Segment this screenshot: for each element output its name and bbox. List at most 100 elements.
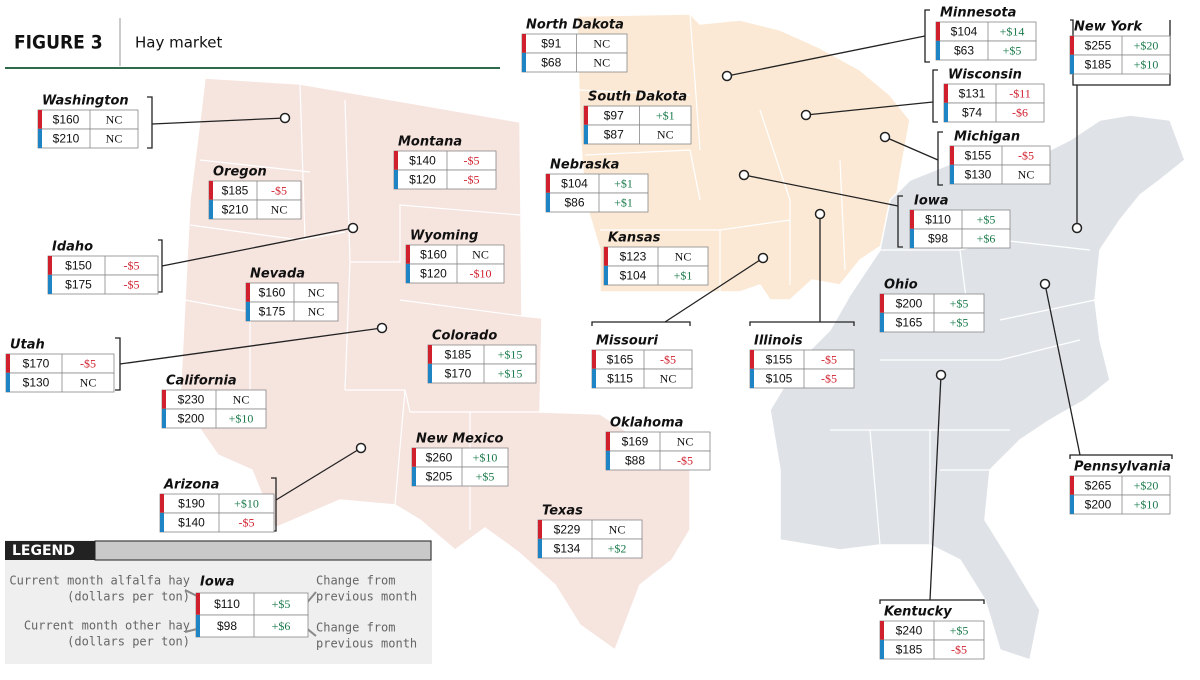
change: NC: [271, 202, 288, 216]
price: $155: [766, 353, 793, 367]
state-name: California: [166, 374, 237, 389]
state-box: Oklahoma $169 NC $88 -$5: [605, 416, 711, 471]
state-name: Idaho: [52, 240, 93, 255]
price: $175: [259, 305, 286, 319]
price: $150: [65, 259, 92, 273]
change: +$20: [1134, 478, 1159, 492]
change: +$1: [614, 195, 633, 209]
row-bg: [521, 33, 628, 54]
state-dot: [721, 70, 733, 82]
legend: LEGEND Iowa Current month alfalfa hay (d…: [5, 540, 432, 664]
state-name: Pennsylvania: [1074, 460, 1171, 475]
connector: [115, 337, 121, 391]
alfalfa-bar: [209, 181, 213, 200]
other-hay-bar: [196, 615, 200, 637]
price: $160: [259, 286, 286, 300]
state-box: Washington $160 NC $210 NC: [37, 94, 291, 149]
price: $255: [1085, 39, 1112, 53]
legend-note: Current month alfalfa hay: [9, 574, 190, 588]
alfalfa-bar: [604, 247, 608, 266]
alfalfa-bar: [1070, 476, 1074, 495]
connector: [158, 239, 163, 293]
connector: [275, 447, 362, 501]
change: NC: [593, 55, 610, 69]
other-hay-bar: [246, 302, 250, 321]
price: $134: [554, 542, 581, 556]
legend-note: previous month: [316, 590, 417, 604]
change: NC: [472, 247, 489, 261]
change: +$10: [473, 450, 498, 464]
change: +$2: [608, 541, 627, 555]
legend-note: Change from: [316, 621, 395, 635]
alfalfa-bar: [48, 256, 52, 275]
change: -$5: [239, 515, 255, 529]
change: -$5: [80, 356, 96, 370]
state-name: Arizona: [163, 478, 219, 493]
state-name: Oklahoma: [610, 416, 683, 431]
price: $110: [214, 597, 240, 611]
change: -$11: [1009, 86, 1031, 100]
state-name: Kansas: [608, 231, 661, 246]
change: +$1: [656, 108, 675, 122]
state-name: North Dakota: [526, 18, 624, 33]
price: $130: [965, 168, 992, 182]
other-hay-bar: [522, 53, 526, 72]
alfalfa-bar: [428, 345, 432, 364]
state-box: Illinois $155 -$5 $105 -$5: [749, 208, 855, 389]
state-box: Ohio $200 +$5 $165 +$5: [879, 278, 985, 333]
alfalfa-bar: [162, 390, 166, 409]
state-box: North Dakota $91 NC $68 NC: [521, 18, 628, 73]
alfalfa-bar: [936, 22, 940, 41]
state-box: Arizona $190 +$10 $140 -$5: [159, 442, 367, 533]
price: $200: [178, 412, 205, 426]
change: +$6: [977, 231, 996, 245]
price: $165: [607, 353, 634, 367]
legend-note: Change from: [316, 574, 395, 588]
state-name: Washington: [42, 94, 129, 109]
east-region: [769, 114, 1186, 661]
price: $160: [53, 113, 80, 127]
state-box: Montana $140 -$5 $120 -$5: [393, 135, 497, 190]
price: $200: [896, 297, 923, 311]
price: $115: [607, 372, 633, 386]
alfalfa-bar: [606, 432, 610, 451]
change: NC: [660, 371, 677, 385]
other-hay-bar: [209, 200, 213, 219]
other-hay-bar: [606, 451, 610, 470]
price: $87: [604, 128, 624, 142]
price: $265: [1085, 479, 1112, 493]
state-name: Oregon: [213, 165, 267, 180]
state-name: New York: [1074, 20, 1143, 35]
state-dot: [347, 222, 359, 234]
change: +$5: [950, 623, 969, 637]
state-boxes: North Dakota $91 NC $68 NC Minnesota $104 +$14 $…: [5, 6, 1173, 660]
change: NC: [106, 112, 123, 126]
row-bg: [605, 450, 711, 471]
price: $240: [896, 624, 923, 638]
price: $63: [954, 44, 974, 58]
state-box: Michigan $155 -$5 $130 NC: [879, 130, 1051, 186]
change: +$15: [498, 347, 523, 361]
change: NC: [80, 375, 97, 389]
price: $131: [959, 87, 986, 101]
price: $140: [409, 154, 436, 168]
price: $140: [178, 516, 205, 530]
connector: [749, 321, 855, 326]
state-name: New Mexico: [416, 432, 504, 447]
other-hay-bar: [546, 193, 550, 212]
change: -$5: [464, 172, 480, 186]
alfalfa-bar: [584, 106, 588, 125]
change: -$5: [951, 642, 967, 656]
state-box: Missouri $165 -$5 $115 NC: [591, 252, 769, 389]
connector: [932, 69, 938, 123]
state-box: Minnesota $104 +$14 $63 +$5: [721, 6, 1037, 82]
change: NC: [233, 392, 250, 406]
change: +$1: [674, 268, 693, 282]
change: -$5: [124, 277, 140, 291]
other-hay-bar: [584, 125, 588, 144]
state-box: New York $255 +$20 $185 +$10: [1069, 19, 1171, 234]
connector: [591, 321, 691, 326]
state-name: Kentucky: [884, 605, 952, 620]
alfalfa-bar: [196, 593, 200, 615]
alfalfa-bar: [538, 520, 542, 539]
